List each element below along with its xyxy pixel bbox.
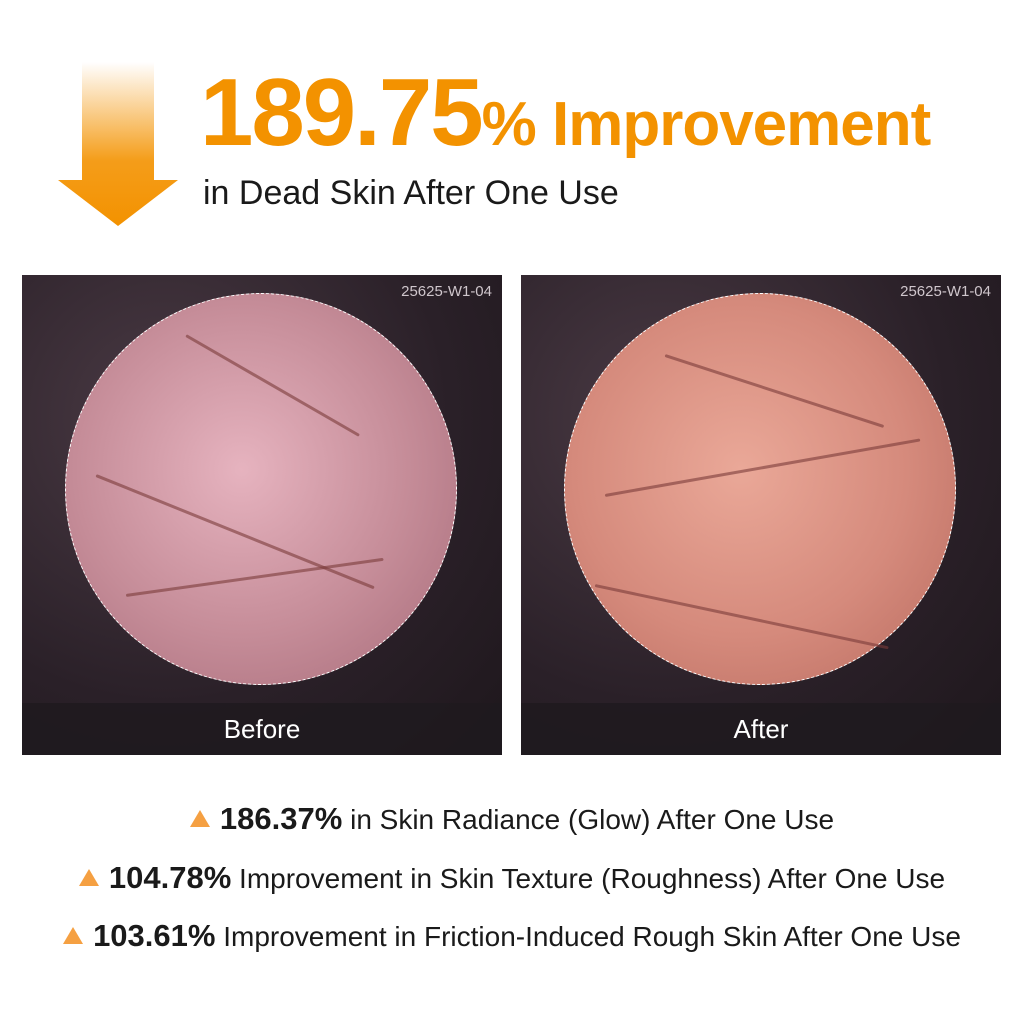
sample-code: 25625-W1-04 [401, 283, 492, 300]
triangle-up-icon [189, 810, 210, 827]
stat-line: 186.37% in Skin Radiance (Glow) After On… [0, 801, 1024, 837]
triangle-up-icon [63, 927, 84, 944]
sample-code: 25625-W1-04 [900, 283, 991, 300]
stat-line: 104.78% Improvement in Skin Texture (Rou… [0, 860, 1024, 896]
down-arrow-icon [58, 62, 178, 226]
triangle-up-icon [78, 869, 99, 886]
before-label: Before [22, 703, 502, 755]
headline: 189.75% Improvement [200, 58, 932, 168]
stat-line: 103.61% Improvement in Friction-Induced … [0, 918, 1024, 954]
stat-value: 103.61% [93, 918, 216, 953]
magnified-skin-circle [564, 293, 956, 685]
headline-value: 189.75 [200, 59, 484, 166]
stat-text: in Skin Radiance (Glow) After One Use [342, 804, 835, 835]
magnified-skin-circle [65, 293, 457, 685]
after-label: After [521, 703, 1001, 755]
stat-text: Improvement in Skin Texture (Roughness) … [231, 863, 946, 894]
stat-value: 186.37% [219, 801, 343, 836]
before-image: 25625-W1-04 Before [22, 275, 502, 755]
headline-subtitle: in Dead Skin After One Use [203, 174, 619, 212]
stat-text: Improvement in Friction-Induced Rough Sk… [215, 921, 961, 952]
after-image: 25625-W1-04 After [521, 275, 1001, 755]
headline-suffix: % Improvement [481, 90, 932, 159]
stat-value: 104.78% [108, 860, 232, 895]
